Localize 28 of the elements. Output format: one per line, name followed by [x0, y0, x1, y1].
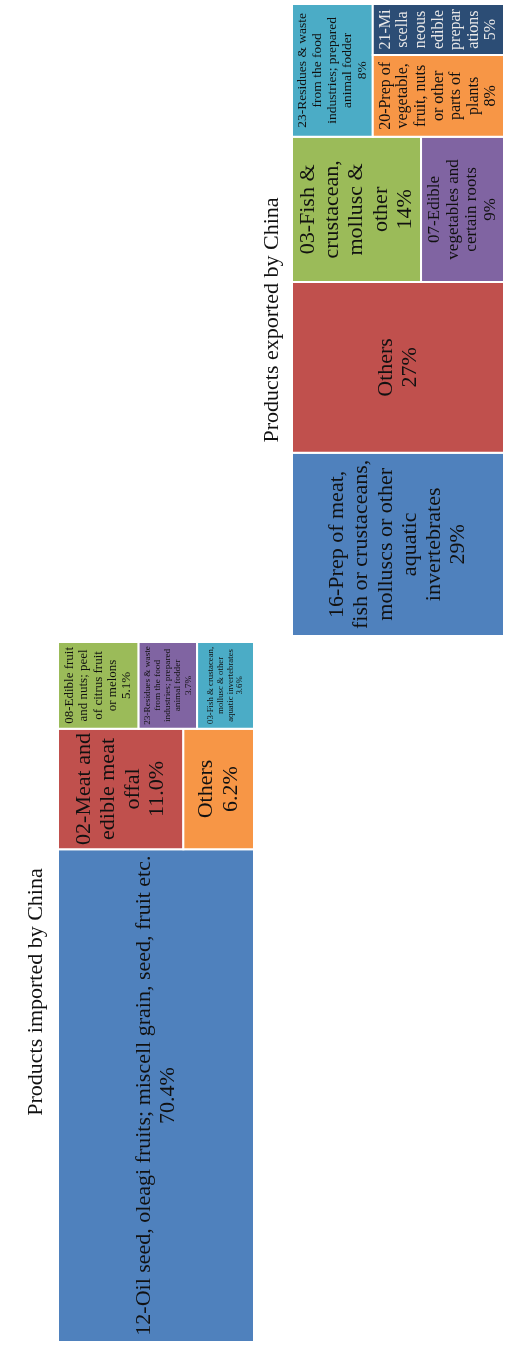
data-label: 3.7%: [182, 675, 193, 696]
category-label: 16-Prep of meat, fish or crustaceans, molluscs or other aquatic invertebrates: [323, 459, 446, 629]
category-label: 03-Fish & crustacean, mollusc & other aquatic invertebrates: [205, 646, 235, 724]
data-label: 8%: [353, 61, 369, 80]
category-label: 20-Prep of vegetable, fruit, nuts or other parts of plants: [375, 61, 482, 130]
category-label: 23-Residues & waste from the food industries; prepared animal fodder: [141, 646, 183, 725]
data-label: 8%: [481, 85, 499, 107]
category-label: 21-Miscellaneous edible preparations: [375, 8, 481, 50]
text: Products imported by China: [21, 868, 47, 1116]
data-label: 5%: [481, 18, 499, 41]
category-label: Others: [192, 759, 218, 819]
data-label: 70.4%: [153, 1067, 179, 1125]
category-label: 08-Edible fruit and nuts; peel of citrus fruit or melons: [61, 646, 120, 724]
data-label: 11.0%: [142, 760, 168, 818]
category-label: Others: [371, 338, 397, 397]
data-label: 27%: [395, 347, 421, 388]
category-label: 02-Meat and edible meat offal: [70, 733, 144, 845]
data-label: 5.1%: [118, 671, 134, 699]
category-label: 23-Residues & waste from the food industries; prepared animal fodder: [294, 12, 354, 128]
data-label: 14%: [390, 189, 416, 230]
data-label: 9%: [480, 198, 500, 221]
data-label: 29%: [444, 524, 470, 565]
category-label: 03-Fish & crustacean, mollusc & other: [293, 160, 392, 259]
category-label: 12-Oil seed, oleagi fruits; miscell grain, seed, fruit etc.: [129, 855, 155, 1336]
text: Products exported by China: [257, 197, 283, 443]
data-label: 3.6%: [234, 676, 245, 695]
category-label: 07-Edible vegetables and certain roots: [423, 158, 481, 260]
data-label: 6.2%: [216, 766, 242, 812]
